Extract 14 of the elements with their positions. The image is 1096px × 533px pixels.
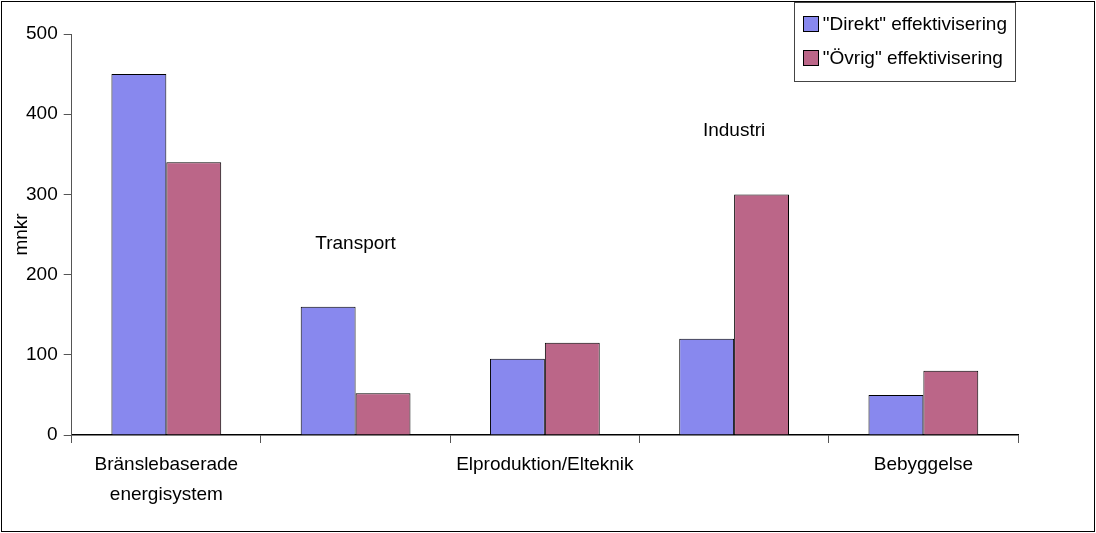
legend-label: "Övrig" effektivisering [822, 47, 1003, 69]
y-tick-label: 400 [26, 102, 58, 124]
legend-label: "Direkt" effektivisering [822, 13, 1007, 35]
y-tick-label: 0 [47, 423, 58, 445]
y-tick-label: 500 [26, 22, 58, 44]
x-tick-label: Industri [702, 119, 766, 141]
y-axis-title: mnkr [9, 212, 31, 256]
x-tick-label: Bebyggelse [873, 452, 974, 474]
x-tick-label: Bränslebaserade energisystem [94, 452, 239, 504]
x-tick-label: Transport [315, 231, 397, 253]
y-tick-label: 100 [26, 343, 58, 365]
x-tick-label: Elproduktion/Elteknik [456, 452, 635, 474]
y-tick-label: 200 [26, 262, 58, 284]
y-tick-label: 300 [26, 182, 58, 204]
